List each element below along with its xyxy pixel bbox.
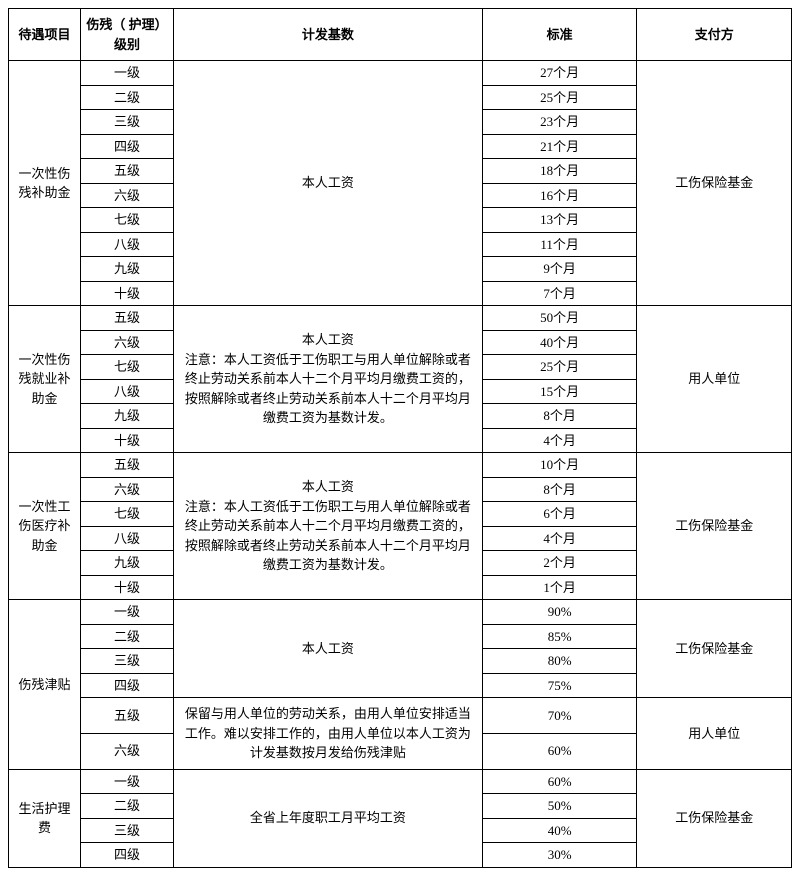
standard-cell: 11个月 <box>482 232 637 257</box>
basis-cell: 本人工资 <box>173 600 482 698</box>
level-cell: 一级 <box>81 769 174 794</box>
standard-cell: 4个月 <box>482 526 637 551</box>
level-cell: 二级 <box>81 85 174 110</box>
level-cell: 九级 <box>81 257 174 282</box>
standard-cell: 2个月 <box>482 551 637 576</box>
table-row: 一次性工伤医疗补助金五级本人工资注意：本人工资低于工伤职工与用人单位解除或者终止… <box>9 453 792 478</box>
standard-cell: 50% <box>482 794 637 819</box>
standard-cell: 70% <box>482 698 637 734</box>
project-cell: 一次性伤残就业补助金 <box>9 306 81 453</box>
header-project: 待遇项目 <box>9 9 81 61</box>
level-cell: 三级 <box>81 818 174 843</box>
table-row: 五级保留与用人单位的劳动关系，由用人单位安排适当工作。难以安排工作的，由用人单位… <box>9 698 792 734</box>
standard-cell: 6个月 <box>482 502 637 527</box>
level-cell: 四级 <box>81 134 174 159</box>
level-cell: 四级 <box>81 673 174 698</box>
basis-cell: 本人工资注意：本人工资低于工伤职工与用人单位解除或者终止劳动关系前本人十二个月平… <box>173 306 482 453</box>
level-cell: 十级 <box>81 575 174 600</box>
basis-cell: 全省上年度职工月平均工资 <box>173 769 482 867</box>
level-cell: 三级 <box>81 649 174 674</box>
basis-cell: 保留与用人单位的劳动关系，由用人单位安排适当工作。难以安排工作的，由用人单位以本… <box>173 698 482 770</box>
payer-cell: 用人单位 <box>637 306 792 453</box>
standard-cell: 60% <box>482 733 637 769</box>
standard-cell: 10个月 <box>482 453 637 478</box>
standard-cell: 7个月 <box>482 281 637 306</box>
standard-cell: 4个月 <box>482 428 637 453</box>
basis-cell: 本人工资注意：本人工资低于工伤职工与用人单位解除或者终止劳动关系前本人十二个月平… <box>173 453 482 600</box>
standard-cell: 40% <box>482 818 637 843</box>
standard-cell: 16个月 <box>482 183 637 208</box>
payer-cell: 工伤保险基金 <box>637 769 792 867</box>
standard-cell: 50个月 <box>482 306 637 331</box>
standard-cell: 18个月 <box>482 159 637 184</box>
payer-cell: 工伤保险基金 <box>637 453 792 600</box>
standard-cell: 25个月 <box>482 355 637 380</box>
level-cell: 七级 <box>81 502 174 527</box>
header-level: 伤残（ 护理）级别 <box>81 9 174 61</box>
standard-cell: 8个月 <box>482 404 637 429</box>
level-cell: 六级 <box>81 183 174 208</box>
table-row: 伤残津贴一级本人工资90%工伤保险基金 <box>9 600 792 625</box>
level-cell: 八级 <box>81 379 174 404</box>
header-basis: 计发基数 <box>173 9 482 61</box>
level-cell: 七级 <box>81 208 174 233</box>
benefits-table: 待遇项目 伤残（ 护理）级别 计发基数 标准 支付方 一次性伤残补助金一级本人工… <box>8 8 792 868</box>
standard-cell: 60% <box>482 769 637 794</box>
table-row: 生活护理费一级全省上年度职工月平均工资60%工伤保险基金 <box>9 769 792 794</box>
standard-cell: 75% <box>482 673 637 698</box>
standard-cell: 90% <box>482 600 637 625</box>
standard-cell: 15个月 <box>482 379 637 404</box>
level-cell: 五级 <box>81 159 174 184</box>
level-cell: 五级 <box>81 306 174 331</box>
level-cell: 六级 <box>81 733 174 769</box>
level-cell: 九级 <box>81 404 174 429</box>
standard-cell: 9个月 <box>482 257 637 282</box>
standard-cell: 21个月 <box>482 134 637 159</box>
table-row: 一次性伤残补助金一级本人工资27个月工伤保险基金 <box>9 61 792 86</box>
level-cell: 二级 <box>81 624 174 649</box>
project-cell: 伤残津贴 <box>9 600 81 770</box>
basis-cell: 本人工资 <box>173 61 482 306</box>
table-body: 一次性伤残补助金一级本人工资27个月工伤保险基金二级25个月三级23个月四级21… <box>9 61 792 868</box>
project-cell: 生活护理费 <box>9 769 81 867</box>
level-cell: 七级 <box>81 355 174 380</box>
header-row: 待遇项目 伤残（ 护理）级别 计发基数 标准 支付方 <box>9 9 792 61</box>
level-cell: 六级 <box>81 330 174 355</box>
table-row: 一次性伤残就业补助金五级本人工资注意：本人工资低于工伤职工与用人单位解除或者终止… <box>9 306 792 331</box>
level-cell: 三级 <box>81 110 174 135</box>
payer-cell: 工伤保险基金 <box>637 600 792 698</box>
level-cell: 二级 <box>81 794 174 819</box>
level-cell: 八级 <box>81 526 174 551</box>
project-cell: 一次性工伤医疗补助金 <box>9 453 81 600</box>
level-cell: 六级 <box>81 477 174 502</box>
level-cell: 九级 <box>81 551 174 576</box>
level-cell: 八级 <box>81 232 174 257</box>
standard-cell: 1个月 <box>482 575 637 600</box>
level-cell: 一级 <box>81 600 174 625</box>
standard-cell: 25个月 <box>482 85 637 110</box>
level-cell: 一级 <box>81 61 174 86</box>
header-payer: 支付方 <box>637 9 792 61</box>
level-cell: 十级 <box>81 428 174 453</box>
project-cell: 一次性伤残补助金 <box>9 61 81 306</box>
standard-cell: 23个月 <box>482 110 637 135</box>
payer-cell: 工伤保险基金 <box>637 61 792 306</box>
standard-cell: 27个月 <box>482 61 637 86</box>
standard-cell: 80% <box>482 649 637 674</box>
level-cell: 五级 <box>81 453 174 478</box>
level-cell: 十级 <box>81 281 174 306</box>
standard-cell: 13个月 <box>482 208 637 233</box>
payer-cell: 用人单位 <box>637 698 792 770</box>
standard-cell: 40个月 <box>482 330 637 355</box>
standard-cell: 85% <box>482 624 637 649</box>
level-cell: 五级 <box>81 698 174 734</box>
header-standard: 标准 <box>482 9 637 61</box>
standard-cell: 8个月 <box>482 477 637 502</box>
